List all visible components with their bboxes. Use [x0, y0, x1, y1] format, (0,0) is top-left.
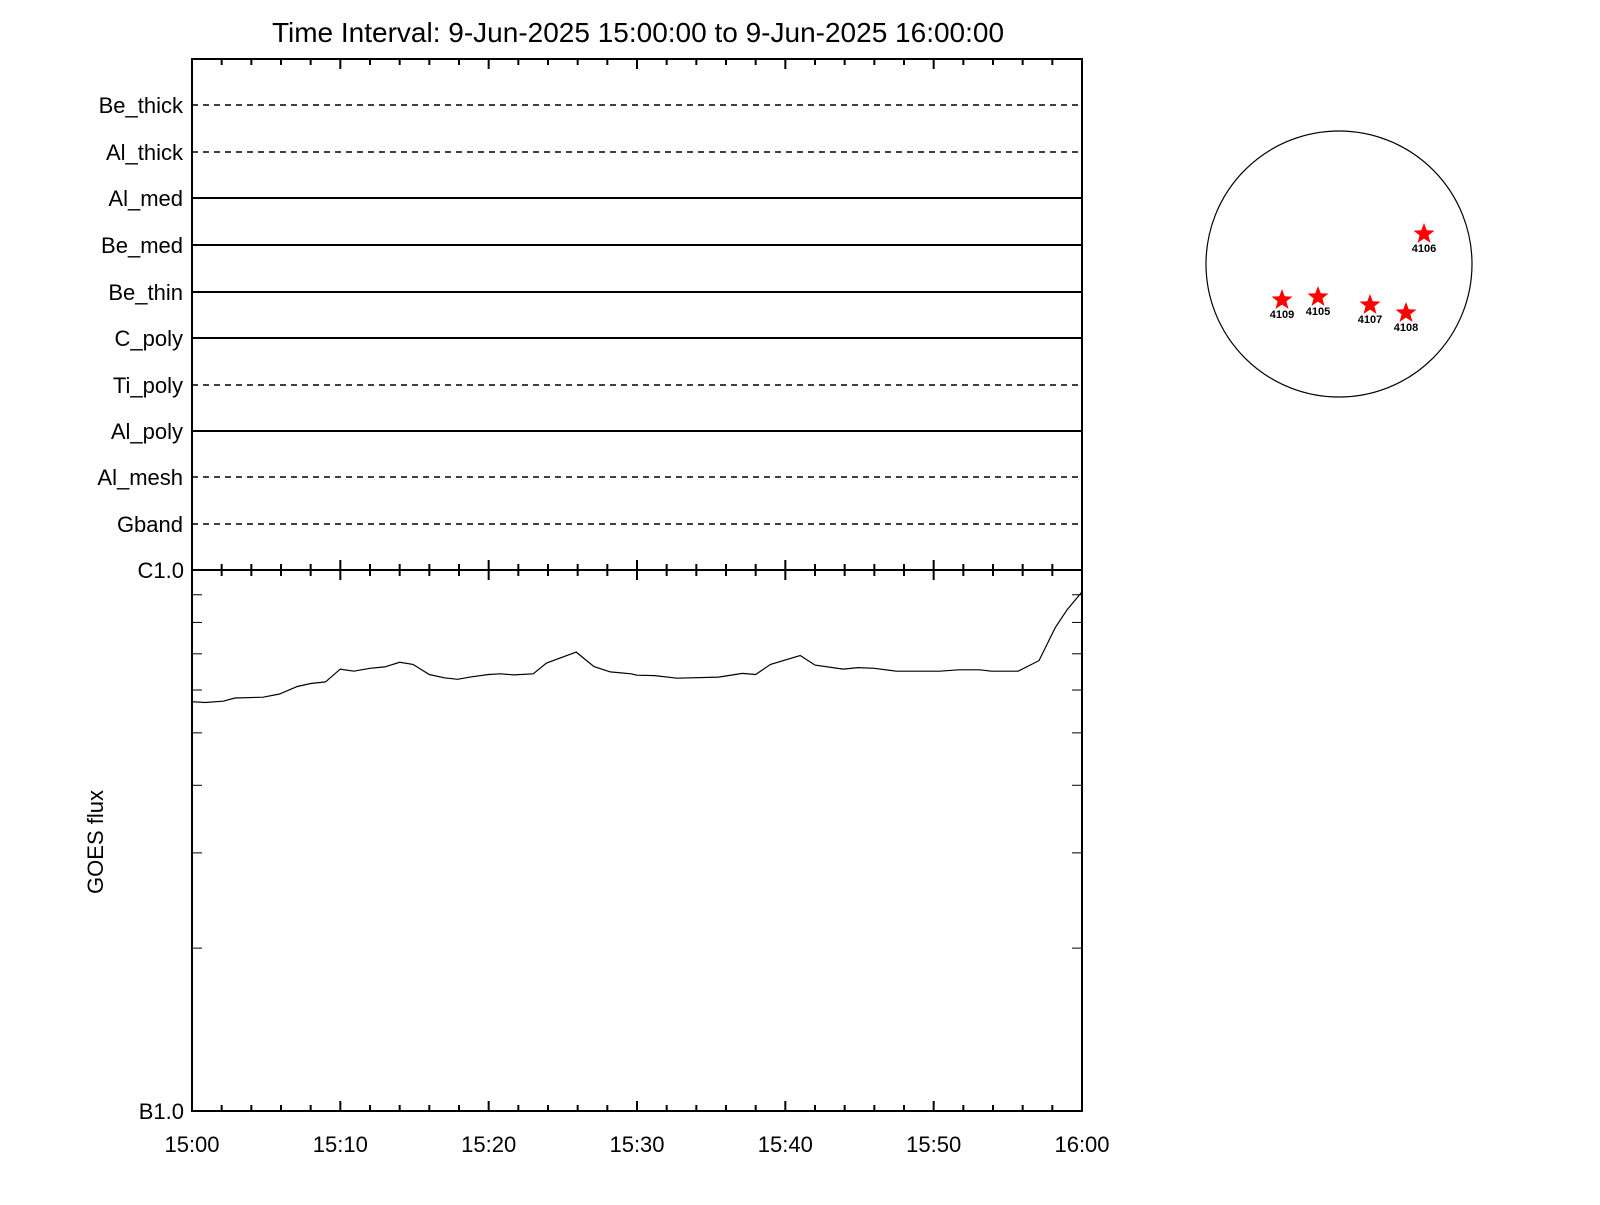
- filter-label: Be_med: [101, 233, 183, 258]
- filter-label: Be_thin: [108, 280, 183, 305]
- filter-label: Al_thick: [106, 140, 184, 165]
- region-label: 4107: [1358, 314, 1382, 326]
- filter-panel-frame: [191, 58, 1083, 571]
- chart-title: Time Interval: 9-Jun-2025 15:00:00 to 9-…: [272, 17, 1004, 48]
- region-label: 4105: [1306, 306, 1330, 318]
- y-tick-label: C1.0: [138, 558, 184, 583]
- filter-label: Be_thick: [99, 93, 184, 118]
- x-tick-label: 15:20: [461, 1132, 516, 1157]
- y-axis-label: GOES flux: [83, 790, 108, 894]
- filter-label: Al_mesh: [97, 465, 183, 490]
- filter-label: Al_poly: [111, 419, 183, 444]
- x-tick-label: 15:00: [164, 1132, 219, 1157]
- region-star-marker: [1307, 286, 1329, 306]
- region-label: 4108: [1394, 322, 1418, 334]
- sun-disk-outline: [1205, 130, 1473, 398]
- region-star-marker: [1395, 302, 1417, 322]
- filter-label: Al_med: [108, 186, 183, 211]
- x-tick-label: 15:30: [609, 1132, 664, 1157]
- x-tick-label: 15:50: [906, 1132, 961, 1157]
- region-star-marker: [1359, 294, 1381, 314]
- goes-panel-frame: [191, 569, 1083, 1112]
- filter-label: Gband: [117, 512, 183, 537]
- goes-flux-line: [191, 591, 1083, 704]
- goes-panel: C1.0 B1.0 15:00 15:10 15:20 15:30 15:40 15:50 16…: [138, 558, 1110, 1157]
- y-tick-label: B1.0: [139, 1099, 184, 1124]
- region-label: 4109: [1270, 309, 1294, 321]
- x-tick-label: 15:40: [758, 1132, 813, 1157]
- filter-panel: Be_thick Al_thick Al_med Be_med Be_thin C_pol…: [97, 58, 1083, 580]
- region-label: 4106: [1412, 243, 1436, 255]
- filter-label: C_poly: [115, 326, 183, 351]
- region-star-marker: [1271, 289, 1293, 309]
- sun-disk-panel: 4106 4109 4105 4107 4108: [1205, 130, 1473, 398]
- x-tick-label: 16:00: [1054, 1132, 1109, 1157]
- region-star-marker: [1413, 223, 1435, 243]
- filter-label: Ti_poly: [113, 373, 183, 398]
- x-tick-label: 15:10: [313, 1132, 368, 1157]
